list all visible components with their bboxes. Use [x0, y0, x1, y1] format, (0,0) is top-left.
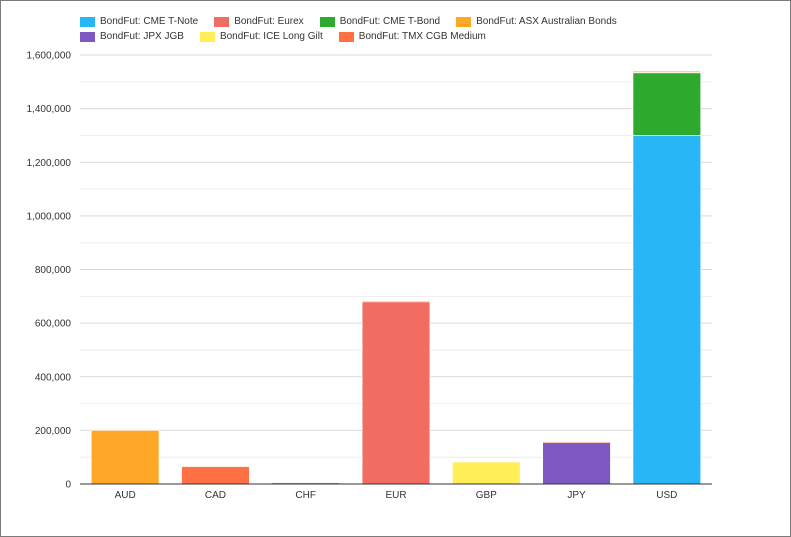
bar-eur-series-1 — [361, 301, 431, 485]
legend-label: BondFut: JPX JGB — [100, 31, 184, 42]
legend-item-jpx-jgb[interactable]: BondFut: JPX JGB — [80, 29, 184, 44]
legend-item-asx-australian-bonds[interactable]: BondFut: ASX Australian Bonds — [456, 14, 617, 29]
legend-swatch — [199, 31, 215, 42]
legend-label: BondFut: CME T-Note — [100, 16, 199, 27]
bar-jpy-series-4 — [542, 442, 611, 485]
bar-usd-series-6 — [632, 70, 702, 73]
legend-swatch — [80, 16, 95, 27]
legend-label: BondFut: ICE Long Gilt — [219, 31, 323, 42]
y-tick-label: 0 — [65, 480, 71, 491]
bar-eur-series-3 — [361, 300, 431, 303]
legend-item-cme-t-bond[interactable]: BondFut: CME T-Bond — [319, 14, 441, 29]
legend-swatch — [214, 16, 230, 27]
y-tick-label: 600,000 — [35, 319, 72, 330]
legend-item-eurex[interactable]: BondFut: Eurex — [214, 14, 304, 29]
y-tick-label: 1,600,000 — [27, 51, 72, 62]
legend-swatch — [80, 31, 95, 42]
y-tick-label: 800,000 — [35, 265, 72, 276]
legend-label: BondFut: Eurex — [234, 16, 304, 27]
legend-item-ice-long-gilt[interactable]: BondFut: ICE Long Gilt — [199, 29, 323, 44]
y-tick-label: 200,000 — [35, 426, 72, 437]
legend-label: BondFut: TMX CGB Medium — [358, 31, 486, 42]
x-tick-label: CAD — [205, 490, 226, 501]
legend-item-tmx-cgb-medium[interactable]: BondFut: TMX CGB Medium — [338, 29, 486, 44]
bar-usd-series-0 — [632, 135, 702, 485]
x-tick-label: GBP — [476, 490, 497, 501]
y-tick-label: 400,000 — [35, 372, 72, 383]
x-tick-label: CHF — [295, 490, 316, 501]
chart-legend: BondFut: CME T-Note BondFut: Eurex BondF… — [80, 14, 770, 44]
legend-row-1: BondFut: CME T-Note BondFut: Eurex BondF… — [80, 14, 770, 29]
bar-gbp-series-5 — [452, 461, 521, 485]
legend-swatch — [456, 16, 472, 27]
bar-jpy-series-6 — [542, 441, 611, 443]
bar-cad-series-6 — [181, 466, 250, 485]
bar-aud-series-3 — [90, 430, 160, 485]
legend-label: BondFut: CME T-Bond — [339, 16, 441, 27]
legend-label: BondFut: ASX Australian Bonds — [476, 16, 617, 27]
legend-swatch — [338, 31, 354, 42]
x-tick-label: JPY — [567, 490, 586, 501]
x-tick-label: AUD — [115, 490, 136, 501]
y-tick-label: 1,000,000 — [27, 211, 72, 222]
y-tick-label: 1,200,000 — [27, 158, 72, 169]
y-tick-label: 1,400,000 — [27, 104, 72, 115]
legend-item-cme-t-note[interactable]: BondFut: CME T-Note — [80, 14, 198, 29]
legend-row-2: BondFut: JPX JGB BondFut: ICE Long Gilt … — [80, 29, 770, 44]
legend-swatch — [319, 16, 335, 27]
x-tick-label: EUR — [385, 490, 406, 501]
x-tick-label: USD — [656, 490, 677, 501]
bar-usd-series-2 — [632, 72, 702, 136]
